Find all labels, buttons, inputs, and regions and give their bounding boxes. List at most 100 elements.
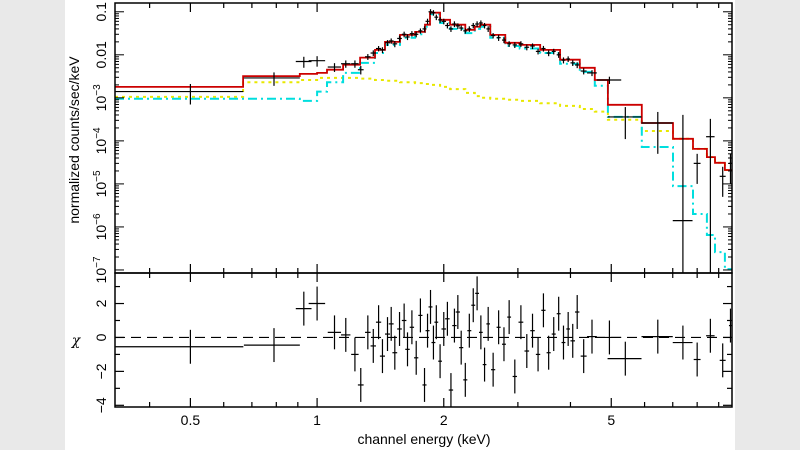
data-point: [524, 44, 530, 51]
y-tick-label: 0.1: [93, 2, 109, 22]
residual-point: [455, 295, 460, 329]
data-point: [471, 22, 476, 29]
residual-point: [341, 317, 351, 352]
residual-point: [397, 312, 402, 346]
data-point: [308, 56, 326, 67]
residual-point: [491, 352, 496, 387]
residual-point: [438, 344, 442, 379]
y-tick-label: 10−6: [92, 213, 109, 240]
residual-y-tick-label: −2: [93, 363, 109, 379]
data-point: [463, 28, 468, 34]
residual-point: [507, 300, 512, 335]
data-point: [566, 56, 571, 63]
residual-point: [541, 293, 546, 328]
data-point: [475, 21, 479, 28]
data-point: [445, 22, 450, 29]
data-point: [392, 40, 398, 48]
data-point: [434, 14, 439, 21]
data-point: [706, 118, 715, 273]
residual-point: [445, 301, 450, 336]
data-point: [672, 114, 693, 273]
x-axis-title: channel energy (keV): [357, 431, 490, 447]
data-point: [295, 56, 312, 68]
residual-point: [570, 323, 575, 358]
residual-point: [441, 312, 447, 346]
residual-point: [459, 330, 464, 365]
residual-point: [308, 286, 326, 321]
data-point: [596, 76, 622, 84]
residual-point: [524, 334, 530, 368]
residual-point: [471, 288, 476, 323]
residual-point: [401, 303, 407, 338]
residual-point: [719, 343, 726, 378]
residual-point: [418, 298, 423, 333]
data-point: [422, 26, 427, 32]
residual-point: [551, 317, 556, 352]
residual-point: [501, 327, 506, 362]
data-point: [375, 46, 382, 52]
y-axis-title: normalized counts/sec/keV: [66, 56, 82, 224]
residual-point: [607, 341, 642, 376]
residual-point: [496, 310, 501, 345]
data-point: [351, 60, 359, 68]
residual-point: [351, 337, 359, 372]
data-point: [370, 50, 376, 57]
residual-point: [384, 317, 390, 352]
model-curve-dotted: [115, 76, 732, 171]
residual-point: [556, 296, 561, 331]
data-point: [401, 31, 407, 38]
data-point: [530, 43, 535, 50]
data-point: [556, 52, 561, 58]
residual-point: [693, 342, 701, 377]
x-tick-label: 0.5: [181, 412, 201, 428]
data-point: [405, 34, 410, 41]
residual-point: [431, 325, 436, 360]
data-point: [365, 54, 371, 60]
data-point: [478, 20, 483, 26]
data-point: [518, 41, 524, 47]
residual-point: [425, 313, 430, 348]
residual-point: [243, 328, 300, 363]
residual-point: [482, 347, 487, 382]
residual-point: [518, 305, 524, 340]
data-point: [384, 40, 390, 47]
data-point: [452, 21, 457, 28]
y-tick-label: 10−3: [92, 84, 109, 111]
data-point: [486, 26, 490, 32]
residual-point: [434, 305, 439, 340]
residual-y-tick-label: 2: [93, 299, 109, 307]
data-point: [491, 33, 496, 39]
residual-point: [463, 362, 468, 397]
data-point: [459, 25, 464, 31]
residual-point: [422, 367, 427, 402]
data-point: [455, 23, 460, 29]
data-point: [501, 37, 506, 44]
residual-point: [475, 276, 479, 311]
data-point: [512, 42, 517, 48]
residual-point: [672, 325, 693, 360]
data-point: [580, 68, 587, 75]
xspec-spectrum-chart: 0.5 1 2 50.10.0110−310−410−510−610−720−2−4 …: [66, 2, 733, 447]
data-point: [341, 60, 351, 68]
residual-y-tick-label: −4: [93, 397, 109, 413]
axes: 0.5 1 2 5 0.1 0.01 10−3 10−4 10−5 10−6 10−7 2 0 −2 −4: [92, 2, 733, 428]
data-point: [467, 26, 472, 32]
data-point: [397, 35, 402, 42]
y-tick-label: 10−7: [92, 256, 109, 283]
data-point: [693, 153, 701, 184]
residual-point: [486, 306, 490, 341]
residual-point: [706, 318, 715, 353]
residual-point: [535, 337, 541, 372]
data-point: [551, 48, 556, 55]
residual-frame: [114, 272, 733, 408]
data-point: [448, 26, 454, 32]
residual-point: [530, 313, 535, 348]
data-point: [431, 10, 436, 16]
y-tick-label: 10−5: [92, 170, 109, 197]
residual-point: [478, 315, 483, 350]
data-point: [482, 22, 487, 29]
residual-point: [467, 313, 472, 348]
plot-sheet: 0.5 1 2 5 0.1 0.01 10−3 10−4 10−5 10−6 10−7 2 0 −2 −4 …: [65, 0, 735, 450]
residual-point: [115, 329, 244, 364]
residual-point: [566, 312, 571, 346]
